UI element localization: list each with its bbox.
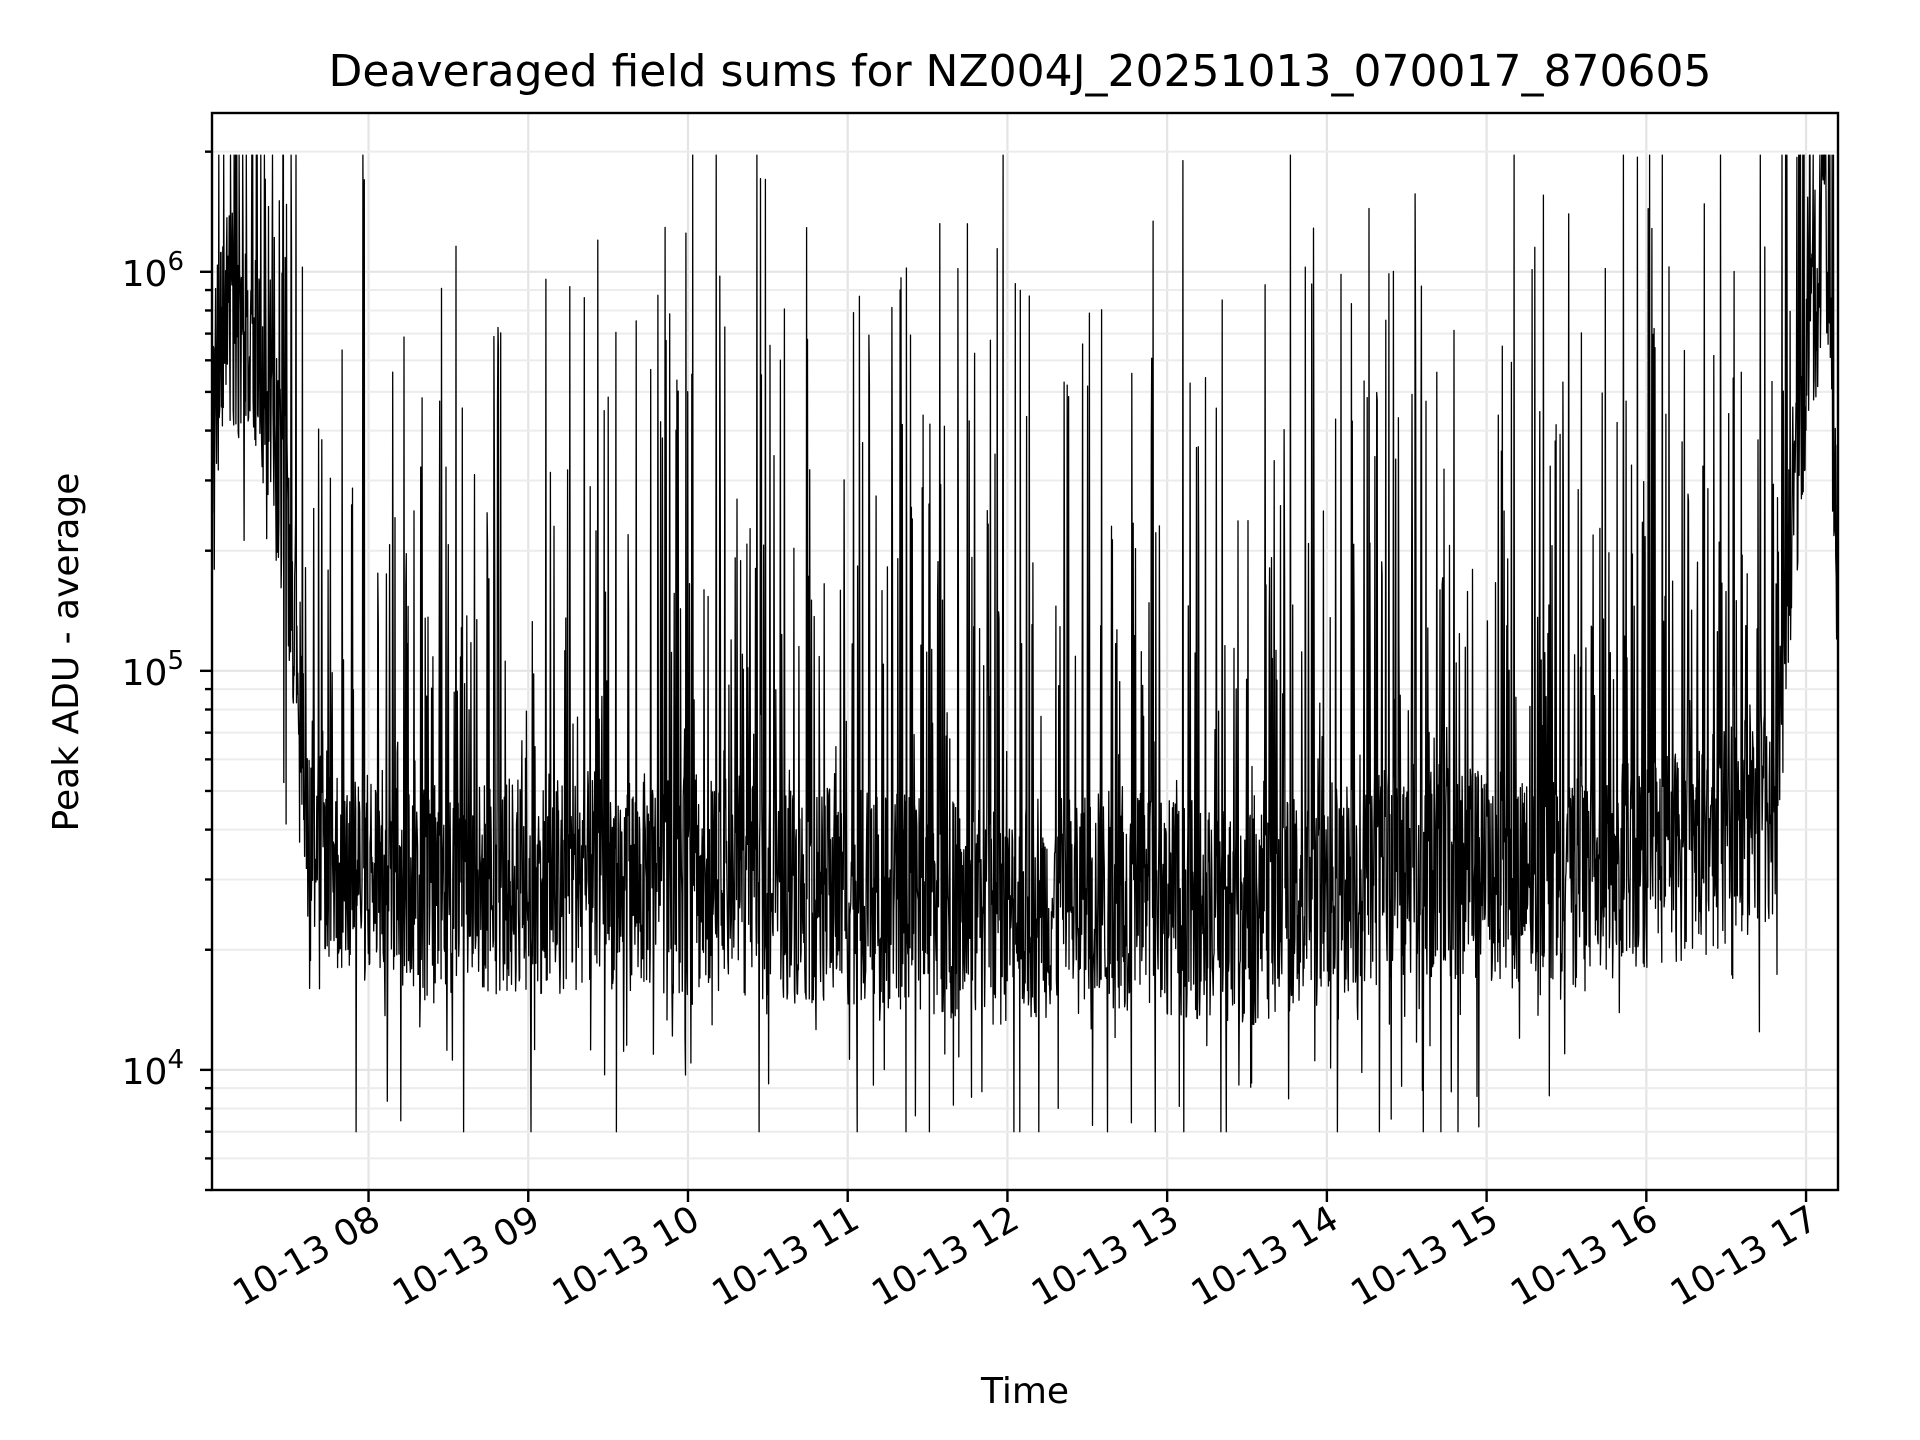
x-tick-label: 10-13 14 bbox=[1185, 1198, 1346, 1314]
y-tick-label: 106 bbox=[122, 247, 184, 295]
x-tick-label: 10-13 13 bbox=[1025, 1198, 1186, 1314]
y-tick-label: 104 bbox=[122, 1045, 184, 1093]
y-tick-exponent: 6 bbox=[167, 247, 184, 277]
y-axis-label: Peak ADU - average bbox=[46, 473, 87, 832]
y-tick-base: 10 bbox=[122, 1052, 168, 1093]
chart-title: Deaveraged field sums for NZ004J_2025101… bbox=[329, 46, 1712, 97]
x-tick-label: 10-13 17 bbox=[1664, 1198, 1825, 1314]
plot-area-frame bbox=[210, 111, 1840, 1192]
series-layer bbox=[211, 154, 1839, 1133]
x-tick-label: 10-13 10 bbox=[546, 1198, 707, 1314]
y-tick-exponent: 5 bbox=[167, 646, 184, 676]
series-line bbox=[211, 154, 1839, 1133]
x-tick-label: 10-13 12 bbox=[865, 1198, 1026, 1314]
x-tick-label: 10-13 16 bbox=[1504, 1198, 1665, 1314]
y-tick-label: 105 bbox=[122, 646, 184, 694]
y-tick-base: 10 bbox=[122, 254, 168, 295]
y-tick-exponent: 4 bbox=[167, 1045, 184, 1075]
x-tick-label: 10-13 11 bbox=[706, 1198, 867, 1314]
x-axis-label: Time bbox=[980, 1371, 1069, 1412]
x-tick-label: 10-13 09 bbox=[386, 1198, 547, 1314]
x-tick-label: 10-13 15 bbox=[1344, 1198, 1505, 1314]
x-tick-label: 10-13 08 bbox=[226, 1198, 387, 1314]
y-tick-base: 10 bbox=[122, 653, 168, 694]
